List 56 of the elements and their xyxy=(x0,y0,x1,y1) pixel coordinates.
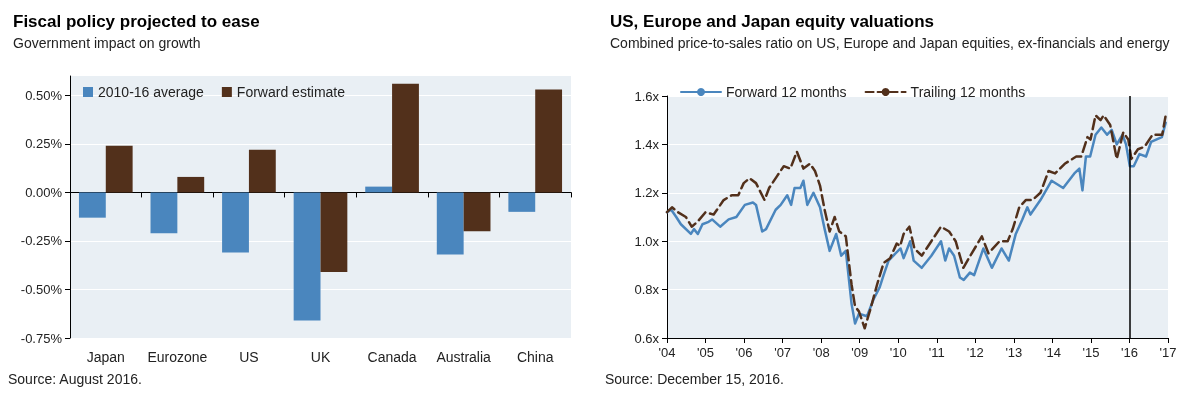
x-tick-label: Australia xyxy=(436,349,492,365)
bar xyxy=(293,192,321,321)
bar xyxy=(535,89,563,193)
x-tick-label: '10 xyxy=(889,345,907,360)
y-tick-label: 0.8x xyxy=(634,282,660,298)
chart-title: Fiscal policy projected to ease xyxy=(13,12,260,31)
x-tick-label: '13 xyxy=(1005,345,1023,360)
bar xyxy=(463,192,491,232)
chart-subtitle: Government impact on growth xyxy=(13,35,201,51)
y-tick-label: -0.75% xyxy=(20,330,63,346)
y-tick-label: -0.25% xyxy=(20,233,63,249)
bar xyxy=(248,149,276,193)
y-tick-label: 1.0x xyxy=(634,233,660,249)
bar xyxy=(177,176,205,193)
bar xyxy=(150,192,178,234)
y-tick-label: 1.6x xyxy=(634,88,660,104)
x-tick-label: '04 xyxy=(658,345,676,360)
y-tick-label: 0.25% xyxy=(25,136,63,152)
x-tick-label: Japan xyxy=(86,349,125,365)
bar xyxy=(222,192,249,253)
x-tick-label: Canada xyxy=(367,349,417,365)
chart-title: US, Europe and Japan equity valuations xyxy=(610,12,935,31)
x-tick-label: '08 xyxy=(812,345,830,360)
y-tick-label: 0.00% xyxy=(25,184,63,200)
y-tick-label: 1.2x xyxy=(634,185,660,201)
x-tick-label: '12 xyxy=(966,345,984,360)
x-tick-label: China xyxy=(516,349,554,365)
x-tick-label: UK xyxy=(310,349,331,365)
x-tick-label: '06 xyxy=(735,345,753,360)
bar xyxy=(436,192,464,255)
x-tick-label: '07 xyxy=(774,345,792,360)
legend-label: 2010-16 average xyxy=(98,84,205,100)
x-tick-label: '11 xyxy=(928,345,945,360)
x-tick-label: '16 xyxy=(1120,345,1138,360)
x-tick-label: Eurozone xyxy=(147,349,208,365)
y-tick-label: -0.50% xyxy=(20,281,63,297)
source-note: Source: December 15, 2016. xyxy=(605,371,784,387)
legend-label: Forward 12 months xyxy=(726,84,847,100)
chart-subtitle: Combined price-to-sales ratio on US, Europe and Japan equities, ex-financials and energy xyxy=(610,35,1170,51)
y-tick-label: 1.4x xyxy=(634,136,660,152)
x-tick-label: US xyxy=(239,349,259,365)
bar xyxy=(392,83,419,193)
source-note: Source: August 2016. xyxy=(8,371,142,387)
x-tick-label: '09 xyxy=(851,345,869,360)
bar xyxy=(105,145,133,193)
bar xyxy=(78,192,106,218)
x-tick-label: '14 xyxy=(1043,345,1061,360)
x-tick-label: '05 xyxy=(697,345,715,360)
y-tick-label: 0.50% xyxy=(25,87,63,103)
bar xyxy=(508,192,536,212)
legend-label: Trailing 12 months xyxy=(910,84,1026,100)
legend-label: Forward estimate xyxy=(236,84,346,100)
x-tick-label: '17 xyxy=(1159,345,1177,360)
y-tick-label: 0.6x xyxy=(634,330,660,346)
x-tick-label: '15 xyxy=(1082,345,1100,360)
bar xyxy=(320,192,348,273)
